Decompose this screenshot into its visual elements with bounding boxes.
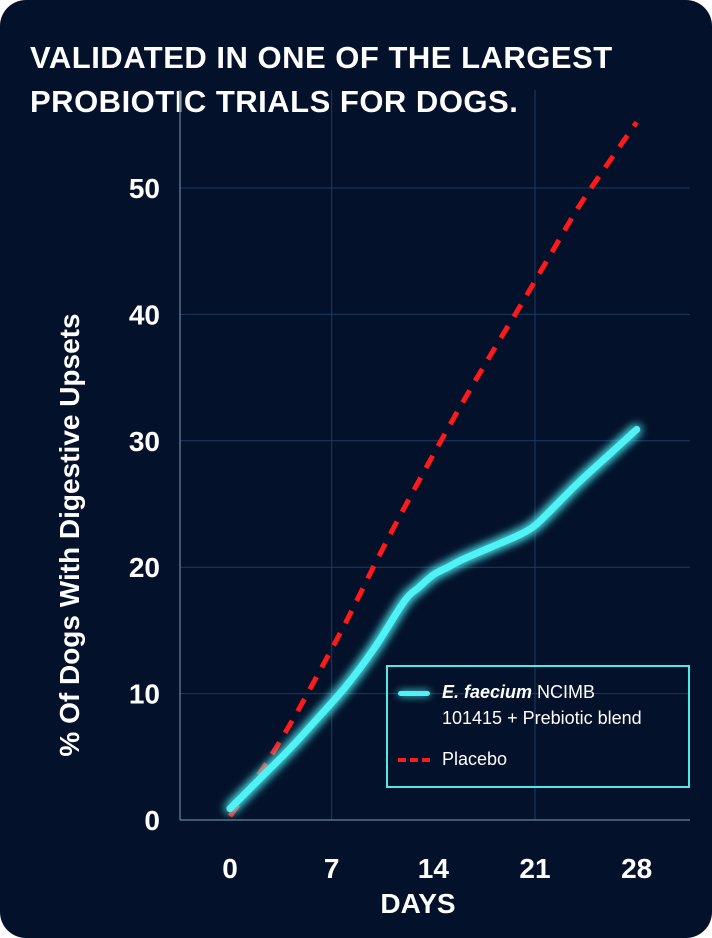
chart-title-line-1: VALIDATED IN ONE OF THE LARGEST [30,40,613,75]
x-tick-label-14: 14 [418,853,450,884]
x-tick-label-7: 7 [324,853,340,884]
legend-species-name: E. faecium [442,682,533,702]
series-line-placebo [227,120,639,818]
x-tick-label-21: 21 [519,853,550,884]
series-layer [226,120,641,818]
y-tick-label-40: 40 [129,299,160,330]
y-tick-label-30: 30 [129,426,160,457]
legend-label-probiotic: E. faecium NCIMB 101415 + Prebiotic blen… [442,679,642,731]
legend-strain-suffix: 101415 + Prebiotic blend [442,708,642,728]
chart-title-line-2: PROBIOTIC TRIALS FOR DOGS. [30,84,519,119]
legend-swatch-dashed [398,758,430,762]
x-tick-label-28: 28 [621,853,652,884]
legend: E. faecium NCIMB 101415 + Prebiotic blen… [386,665,690,788]
tick-labels: 0 10 20 30 40 50 0 7 14 21 28 [129,173,652,884]
y-tick-label-0: 0 [144,805,160,836]
x-tick-label-0: 0 [222,853,238,884]
y-tick-label-50: 50 [129,173,160,204]
y-axis-label: % Of Dogs With Digestive Upsets [54,313,85,757]
x-axis-label: DAYS [380,888,456,919]
legend-swatch-solid [398,691,430,696]
grid-layer [179,90,690,821]
legend-strain-prefix: NCIMB [532,682,596,702]
y-tick-label-10: 10 [129,679,160,710]
chart-title: VALIDATED IN ONE OF THE LARGEST PROBIOTI… [30,36,690,124]
legend-label-placebo: Placebo [442,749,508,769]
series-line-probiotic [226,425,641,813]
y-tick-label-20: 20 [129,552,160,583]
